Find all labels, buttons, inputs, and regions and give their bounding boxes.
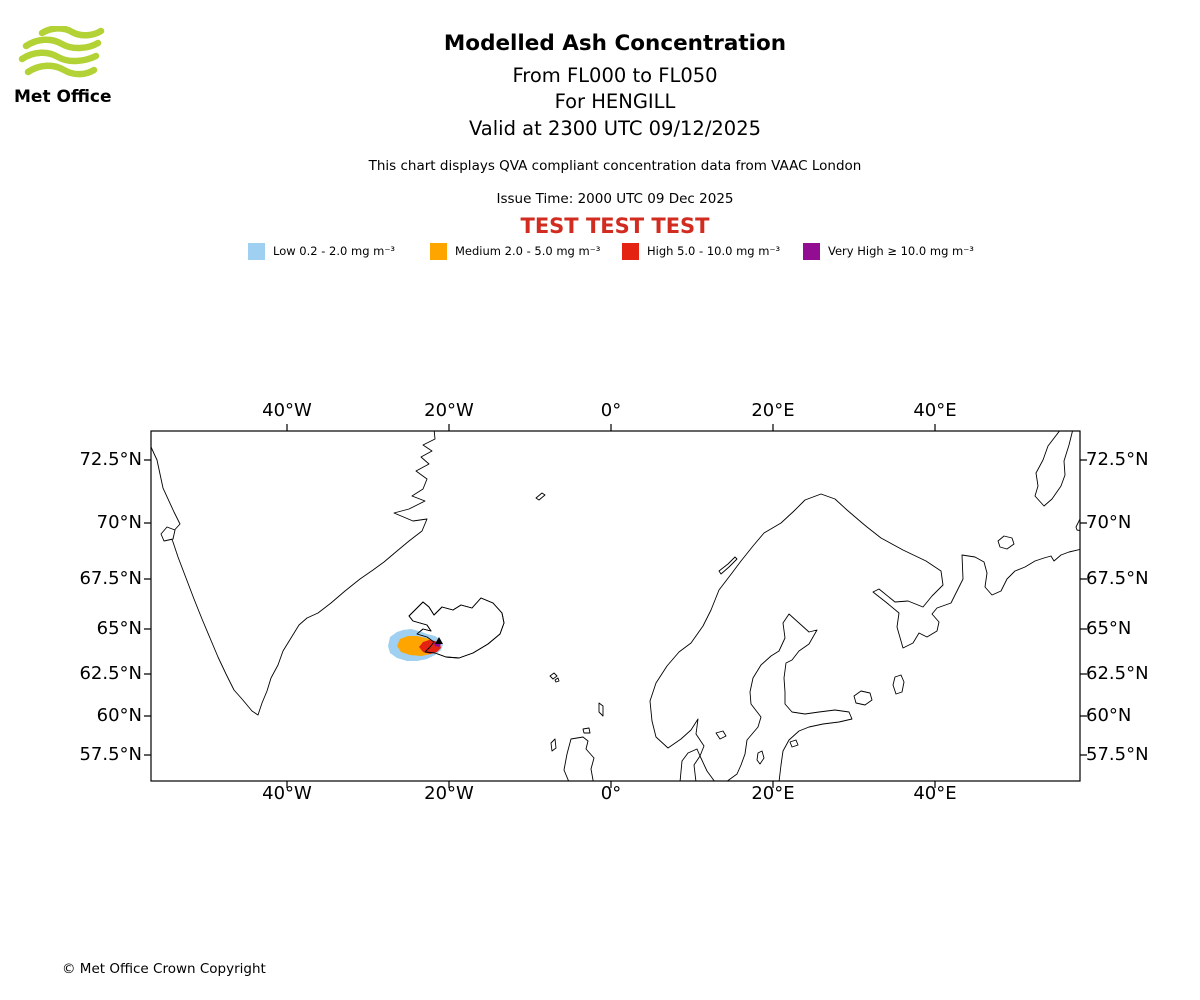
subtitle-flight-levels: From FL000 to FL050 (512, 64, 718, 87)
faroe-islands (549, 672, 558, 680)
test-banner: TEST TEST TEST (520, 214, 710, 238)
disko-island (160, 526, 176, 542)
subtitle-volcano: For HENGILL (554, 90, 676, 113)
lake-vanern (715, 730, 727, 740)
legend-label-very-high: Very High ≥ 10.0 mg m⁻³ (828, 244, 974, 258)
legend-item-low: Low 0.2 - 2.0 mg m⁻³ (248, 243, 395, 260)
scandinavia-russia-coastline (649, 493, 1080, 781)
legend-swatch-high (622, 243, 639, 260)
lon-label-bottom: 40°W (262, 783, 312, 804)
lat-label-right: 70°N (1086, 512, 1132, 533)
axis-ticks-top (286, 424, 936, 431)
lat-label-left: 57.5°N (79, 744, 142, 765)
lon-label-top: 40°E (913, 400, 957, 421)
legend-label-high: High 5.0 - 10.0 mg m⁻³ (647, 244, 781, 258)
lon-label-top: 20°W (424, 400, 474, 421)
lat-label-left: 62.5°N (79, 663, 142, 684)
legend-item-very-high: Very High ≥ 10.0 mg m⁻³ (803, 243, 974, 260)
lat-label-right: 57.5°N (1086, 744, 1149, 765)
met-office-logo: Met Office (14, 25, 154, 107)
faroe-islands (554, 677, 560, 683)
lat-label-left: 60°N (96, 705, 142, 726)
greenland-coastline (151, 431, 436, 716)
volcano-marker (435, 637, 443, 644)
lat-label-right: 72.5°N (1086, 449, 1149, 470)
lon-label-top: 0° (600, 400, 622, 421)
lat-label-right: 62.5°N (1086, 663, 1149, 684)
legend-swatch-low (248, 243, 265, 260)
saaremaa-island (789, 739, 799, 748)
kolguyev-island (997, 535, 1015, 550)
novaya-zemlya-coastline (1034, 431, 1073, 507)
axis-ticks-left (144, 459, 151, 756)
shetland-islands (598, 702, 604, 717)
gotland-island (756, 750, 765, 765)
axis-ticks-right (1080, 459, 1087, 756)
lon-label-bottom: 40°E (913, 783, 957, 804)
lon-label-top: 40°W (262, 400, 312, 421)
lon-label-top: 20°E (751, 400, 795, 421)
map (141, 421, 1090, 791)
lon-label-bottom: 20°W (424, 783, 474, 804)
lon-label-bottom: 0° (600, 783, 622, 804)
subtitle-valid-time: Valid at 2300 UTC 09/12/2025 (468, 117, 762, 140)
page-title: Modelled Ash Concentration (443, 31, 787, 56)
met-office-logo-text: Met Office (14, 87, 112, 107)
met-office-waves-icon (18, 25, 105, 78)
legend-item-medium: Medium 2.0 - 5.0 mg m⁻³ (430, 243, 600, 260)
legend-label-medium: Medium 2.0 - 5.0 mg m⁻³ (455, 244, 601, 258)
lofoten-islands (718, 556, 738, 575)
issue-time: Issue Time: 2000 UTC 09 Dec 2025 (496, 191, 734, 207)
legend-swatch-medium (430, 243, 447, 260)
denmark-coastline (679, 748, 701, 781)
orkney-islands (582, 727, 591, 734)
lat-label-left: 72.5°N (79, 449, 142, 470)
jan-mayen-island (535, 492, 546, 501)
map-canvas (144, 424, 1087, 788)
baltic-sea (726, 613, 853, 781)
lat-label-right: 60°N (1086, 705, 1132, 726)
map-frame (150, 430, 1081, 782)
chart-description: This chart displays QVA compliant concen… (368, 158, 862, 174)
outer-hebrides (550, 738, 557, 752)
lat-label-right: 67.5°N (1086, 568, 1149, 589)
legend-swatch-very-high (803, 243, 820, 260)
vaygach-island (1075, 517, 1080, 532)
lake-ladoga (853, 690, 873, 706)
lat-label-left: 70°N (96, 512, 142, 533)
lat-label-left: 65°N (96, 618, 142, 639)
iceland-coastline-overlay (408, 597, 505, 659)
lat-label-left: 67.5°N (79, 568, 142, 589)
copyright: © Met Office Crown Copyright (62, 961, 266, 977)
lat-label-right: 65°N (1086, 618, 1132, 639)
legend-item-high: High 5.0 - 10.0 mg m⁻³ (622, 243, 780, 260)
axis-ticks-bottom (286, 781, 936, 788)
lon-label-bottom: 20°E (751, 783, 795, 804)
scotland-coastline (563, 736, 595, 781)
lake-onega (892, 674, 905, 695)
legend-label-low: Low 0.2 - 2.0 mg m⁻³ (273, 244, 396, 258)
